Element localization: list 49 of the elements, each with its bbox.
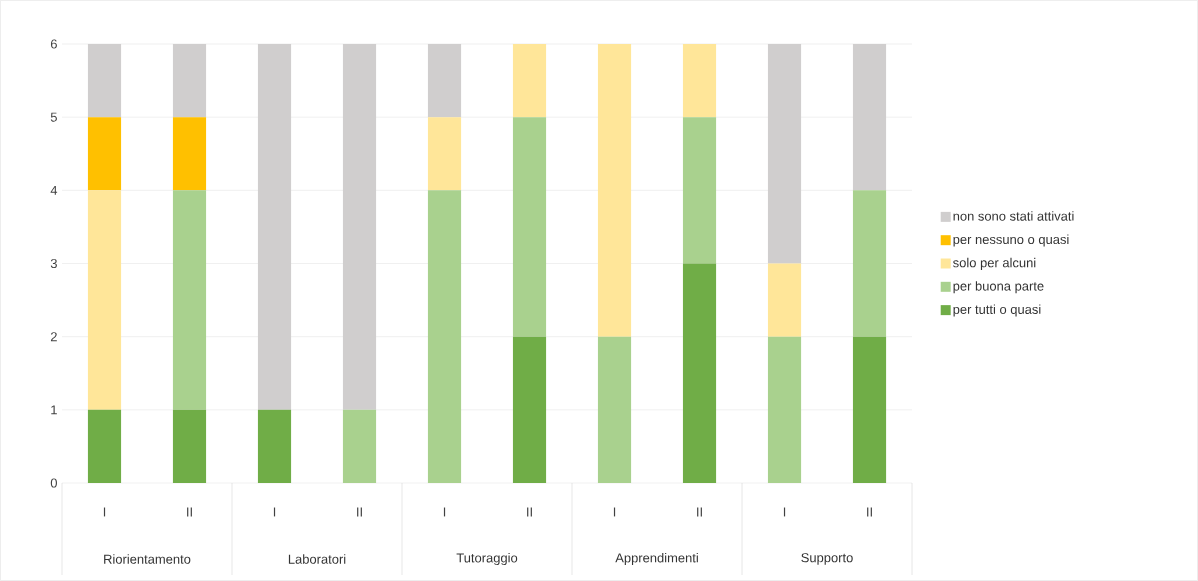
bar: [172, 117, 207, 191]
y-tick-label: 4: [50, 185, 58, 195]
bar: [87, 409, 122, 483]
bar: [682, 117, 717, 264]
bar: [512, 44, 547, 118]
legend-label: solo per alcuni: [953, 257, 1036, 270]
text: Riorientamento: [104, 554, 191, 564]
legend-label: per buona parte: [953, 281, 1044, 294]
x-tick-label: I: [103, 507, 106, 517]
x-tick-label: I: [273, 507, 276, 517]
text: Laboratori: [288, 554, 346, 564]
y-tick-label: 0: [50, 478, 57, 488]
x-tick-label: II: [697, 507, 702, 517]
bar: [512, 117, 547, 337]
bar: [427, 117, 462, 191]
y-tick-label: 2: [50, 332, 57, 342]
x-tick-label: I: [613, 507, 616, 517]
text: Apprendimenti: [615, 552, 698, 566]
bar: [512, 336, 547, 483]
x-tick-label: II: [867, 507, 872, 517]
bar: [597, 44, 632, 337]
bar: [87, 117, 122, 191]
bar: [682, 263, 717, 483]
y-tick-label: 1: [51, 405, 57, 415]
bar: [427, 190, 462, 483]
x-tick-label: I: [443, 507, 446, 517]
text: Tutoraggio: [456, 552, 518, 566]
bar: [172, 190, 207, 410]
legend-label: per tutti o quasi: [953, 304, 1041, 317]
y-tick-label: 5: [50, 112, 57, 122]
bar: [682, 44, 717, 118]
bar: [342, 409, 377, 483]
bar: [257, 409, 292, 483]
bar: [767, 336, 802, 483]
bar: [852, 336, 887, 483]
bar: [87, 190, 122, 410]
y-tick-label: 6: [50, 39, 57, 49]
bar: [852, 190, 887, 337]
x-tick-label: I: [783, 507, 786, 517]
legend-label: per nessuno o quasi: [953, 234, 1069, 247]
x-tick-label: II: [187, 507, 192, 517]
bar: [767, 263, 802, 337]
bar: [597, 336, 632, 483]
text: Supporto: [801, 553, 853, 565]
bar: [172, 409, 207, 483]
legend-label: non sono stati attivati: [953, 211, 1074, 221]
x-tick-label: II: [357, 507, 362, 517]
x-tick-label: II: [527, 507, 532, 517]
y-tick-label: 3: [50, 258, 57, 269]
